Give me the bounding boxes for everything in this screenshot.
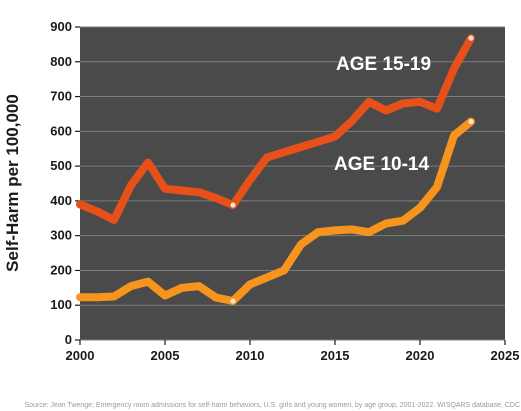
series-line-age-10-14 <box>76 117 475 305</box>
series-highlight-dot <box>468 118 474 125</box>
x-tick-label: 2000 <box>66 348 95 363</box>
y-tick-label: 700 <box>50 89 72 104</box>
y-tick-label: 200 <box>50 262 72 277</box>
y-tick-label: 0 <box>65 332 72 347</box>
y-tick-label: 500 <box>50 158 72 173</box>
series-end-markers <box>230 35 474 304</box>
series-highlight-dot <box>230 202 236 208</box>
y-tick-label: 400 <box>50 193 72 208</box>
y-axis-label: Self-Harm per 100,000 <box>3 94 22 272</box>
series-label-age-15-19: AGE 15-19 <box>336 54 431 75</box>
gridlines <box>80 26 505 341</box>
series-highlight-dot <box>468 35 474 41</box>
source-note: Source: Jean Twenge; Emergency room admi… <box>24 402 520 409</box>
x-axis-ticks: 2000 2005 2010 2015 2020 2025 <box>66 340 520 363</box>
x-tick-label: 2015 <box>321 348 350 363</box>
x-tick-label: 2025 <box>491 348 520 363</box>
y-tick-label: 900 <box>50 19 72 34</box>
series-highlight-dot <box>230 298 236 304</box>
series-label-age-10-14: AGE 10-14 <box>334 154 429 175</box>
x-tick-label: 2010 <box>236 348 265 363</box>
x-tick-label: 2020 <box>406 348 435 363</box>
y-tick-label: 800 <box>50 54 72 69</box>
x-tick-label: 2005 <box>151 348 180 363</box>
series-line-age-15-19 <box>76 34 475 224</box>
y-tick-label: 300 <box>50 228 72 243</box>
series-lines <box>76 34 475 305</box>
y-axis-ticks: 0 100 200 300 400 500 600 700 800 900 <box>50 19 80 347</box>
y-tick-label: 600 <box>50 123 72 138</box>
y-tick-label: 100 <box>50 297 72 312</box>
